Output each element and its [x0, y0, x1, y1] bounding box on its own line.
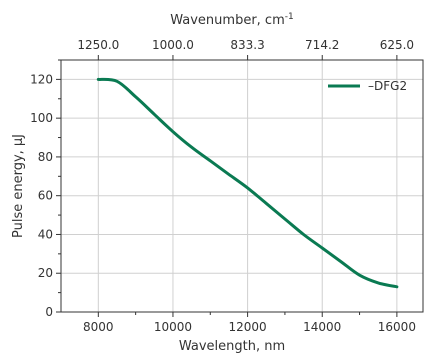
- y-tick-label: 80: [38, 150, 53, 164]
- top-tick-label: 833.3: [230, 38, 264, 52]
- y-axis-title: Pulse energy, µJ: [11, 134, 26, 238]
- series-lines: [96, 77, 399, 289]
- top-tick-label: 1000.0: [152, 38, 194, 52]
- data-point: [396, 286, 397, 287]
- y-tick-label: 20: [38, 266, 53, 280]
- data-point: [284, 218, 285, 219]
- data-point: [154, 114, 155, 115]
- series-line-dfg2: [96, 77, 399, 289]
- x-axis-ticks: 8000 10000 12000 14000 16000: [83, 312, 416, 334]
- data-point: [266, 203, 267, 204]
- data-point: [340, 261, 341, 262]
- y-tick-label: 120: [30, 72, 53, 86]
- top-tick-label: 1250.0: [77, 38, 119, 52]
- top-axis-title-text: Wavenumber, cm: [170, 13, 285, 28]
- top-tick-label: 625.0: [380, 38, 414, 52]
- plot-frame: [60, 59, 424, 313]
- x-tick-label: 14000: [303, 320, 341, 334]
- y-tick-label: 40: [38, 227, 53, 241]
- legend: –DFG2: [328, 79, 407, 93]
- x-axis-title: Wavelength, nm: [179, 339, 285, 353]
- data-point: [303, 234, 304, 235]
- data-point: [172, 131, 173, 132]
- y-tick-label: 60: [38, 189, 53, 203]
- top-tick-label: 714.2: [305, 38, 339, 52]
- data-point: [191, 147, 192, 148]
- x-tick-label: 10000: [154, 320, 192, 334]
- data-point: [228, 174, 229, 175]
- legend-label-dfg2: –DFG2: [368, 79, 407, 93]
- data-point: [116, 81, 117, 82]
- y-tick-label: 0: [45, 305, 53, 319]
- y-tick-label: 100: [30, 111, 53, 125]
- x-tick-label: 8000: [83, 320, 114, 334]
- top-axis-title: Wavenumber, cm-1: [170, 12, 293, 28]
- data-point: [98, 79, 99, 80]
- y-axis-ticks: 0 20 40 60 80 100 120: [30, 59, 61, 319]
- x-tick-label: 16000: [378, 320, 416, 334]
- data-point: [247, 187, 248, 188]
- data-point: [135, 96, 136, 97]
- data-point: [359, 275, 360, 276]
- top-axis-ticks: 1250.0 1000.0 833.3 714.2 625.0: [77, 38, 414, 60]
- data-point: [210, 160, 211, 161]
- top-axis-title-superscript: -1: [285, 12, 294, 22]
- data-point: [322, 248, 323, 249]
- data-point: [378, 282, 379, 283]
- x-tick-label: 12000: [229, 320, 267, 334]
